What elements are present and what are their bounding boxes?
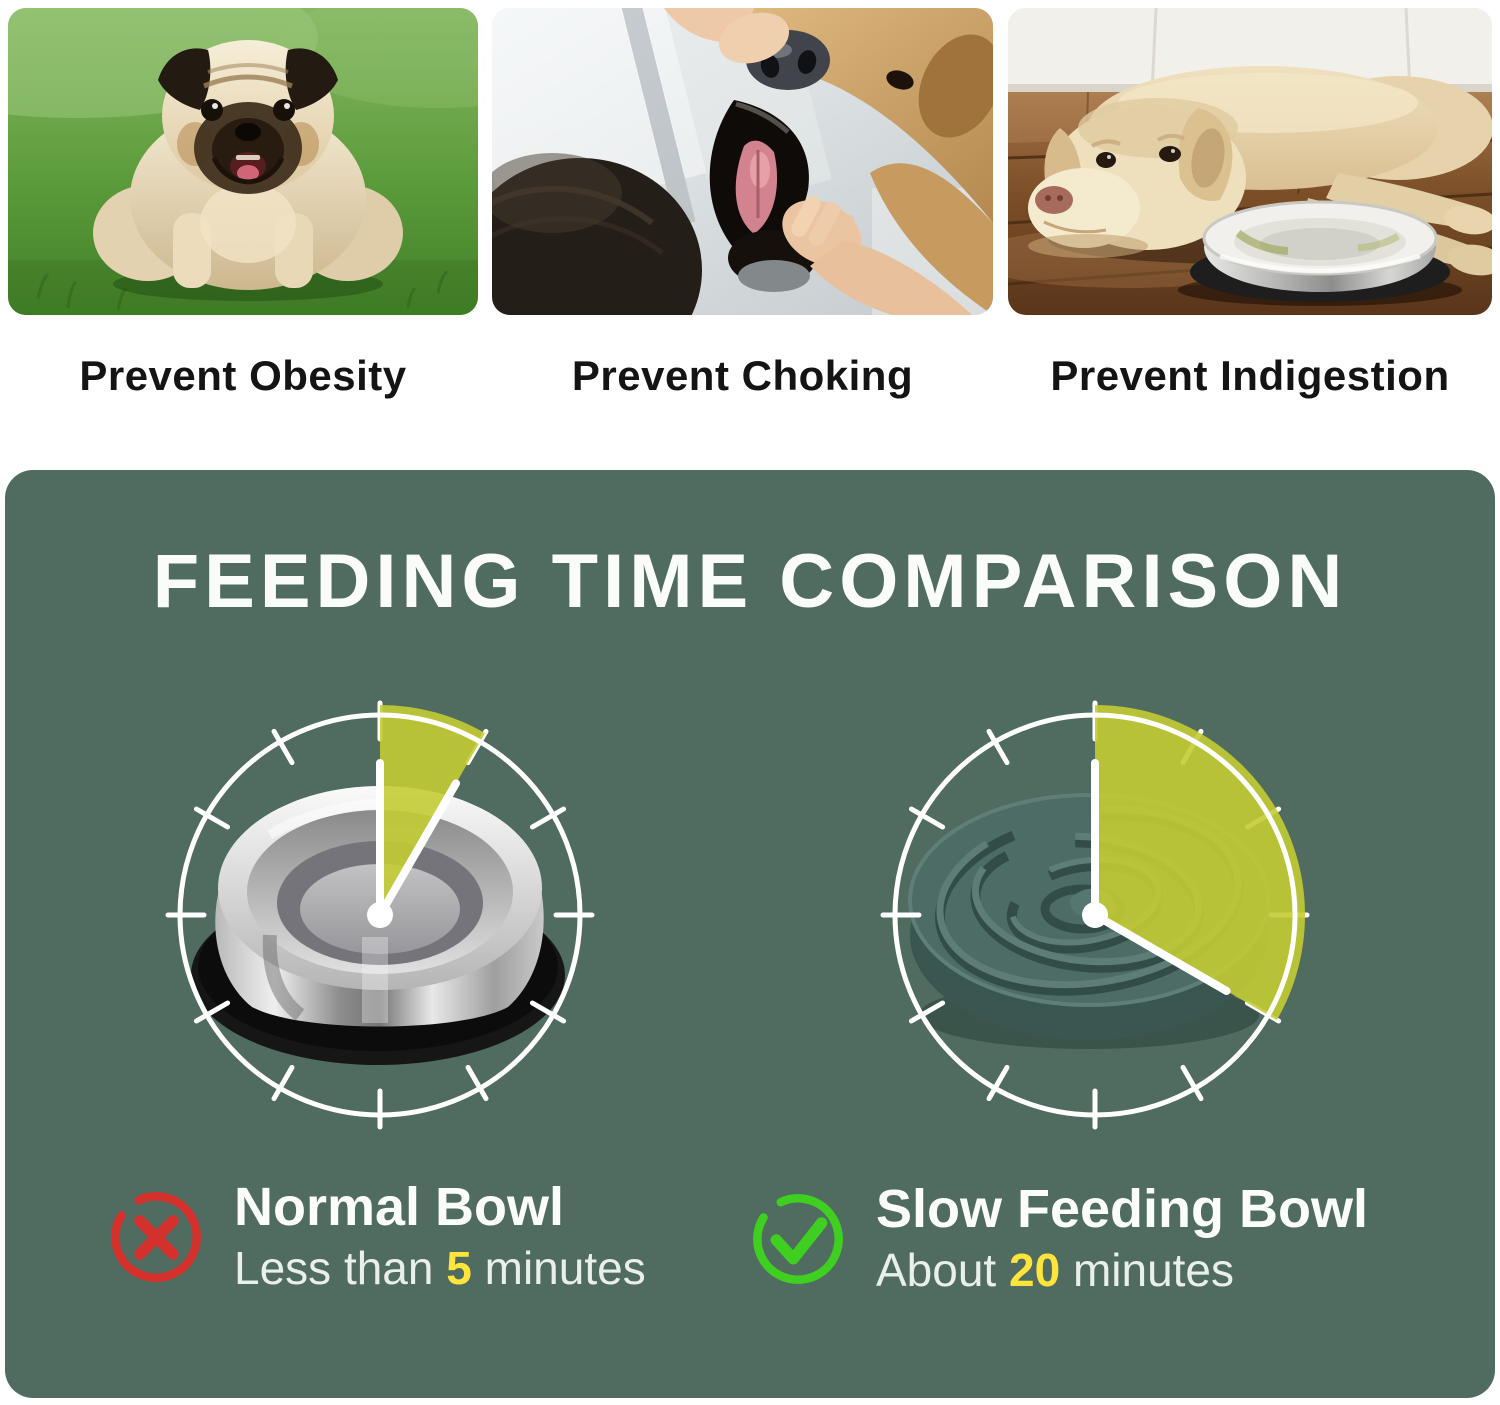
normal-bowl-clock <box>165 700 595 1130</box>
benefit-photo-choking <box>492 8 993 315</box>
time-prefix: Less than <box>234 1242 447 1295</box>
panel-title: FEEDING TIME COMPARISON <box>152 539 1348 624</box>
x-circle-icon <box>111 1191 201 1282</box>
time-suffix: minutes <box>1060 1244 1235 1297</box>
time-suffix: minutes <box>471 1242 646 1295</box>
sad-dog-illustration <box>1008 8 1492 315</box>
slow-bowl-verdict: Slow Feeding Bowl About 20 minutes <box>746 1180 1368 1297</box>
normal-bowl-label: Normal Bowl <box>234 1177 565 1237</box>
caption-prevent-indigestion: Prevent Indigestion <box>1050 352 1450 399</box>
caption-prevent-choking: Prevent Choking <box>571 352 914 399</box>
slow-bowl-time: About 20 minutes <box>876 1244 1368 1297</box>
check-circle-icon <box>753 1193 843 1284</box>
slow-bowl-clock <box>880 700 1310 1130</box>
steel-bowl-illustration <box>191 786 565 1065</box>
normal-bowl-verdict: Normal Bowl Less than 5 minutes <box>104 1178 646 1295</box>
mouth-check-illustration <box>492 8 993 315</box>
normal-bowl-time: Less than 5 minutes <box>234 1242 646 1295</box>
caption-prevent-obesity: Prevent Obesity <box>79 352 407 399</box>
slow-bowl-text: Slow Feeding Bowl About 20 minutes <box>876 1180 1368 1297</box>
time-value: 20 <box>1009 1244 1061 1297</box>
normal-bowl-text: Normal Bowl Less than 5 minutes <box>234 1178 646 1295</box>
time-prefix: About <box>876 1244 1009 1297</box>
slow-bowl-label: Slow Feeding Bowl <box>876 1179 1369 1239</box>
benefit-photo-obesity <box>8 8 478 315</box>
obese-pug-illustration <box>8 8 478 315</box>
time-value: 5 <box>446 1242 472 1295</box>
benefit-photo-indigestion <box>1008 8 1492 315</box>
